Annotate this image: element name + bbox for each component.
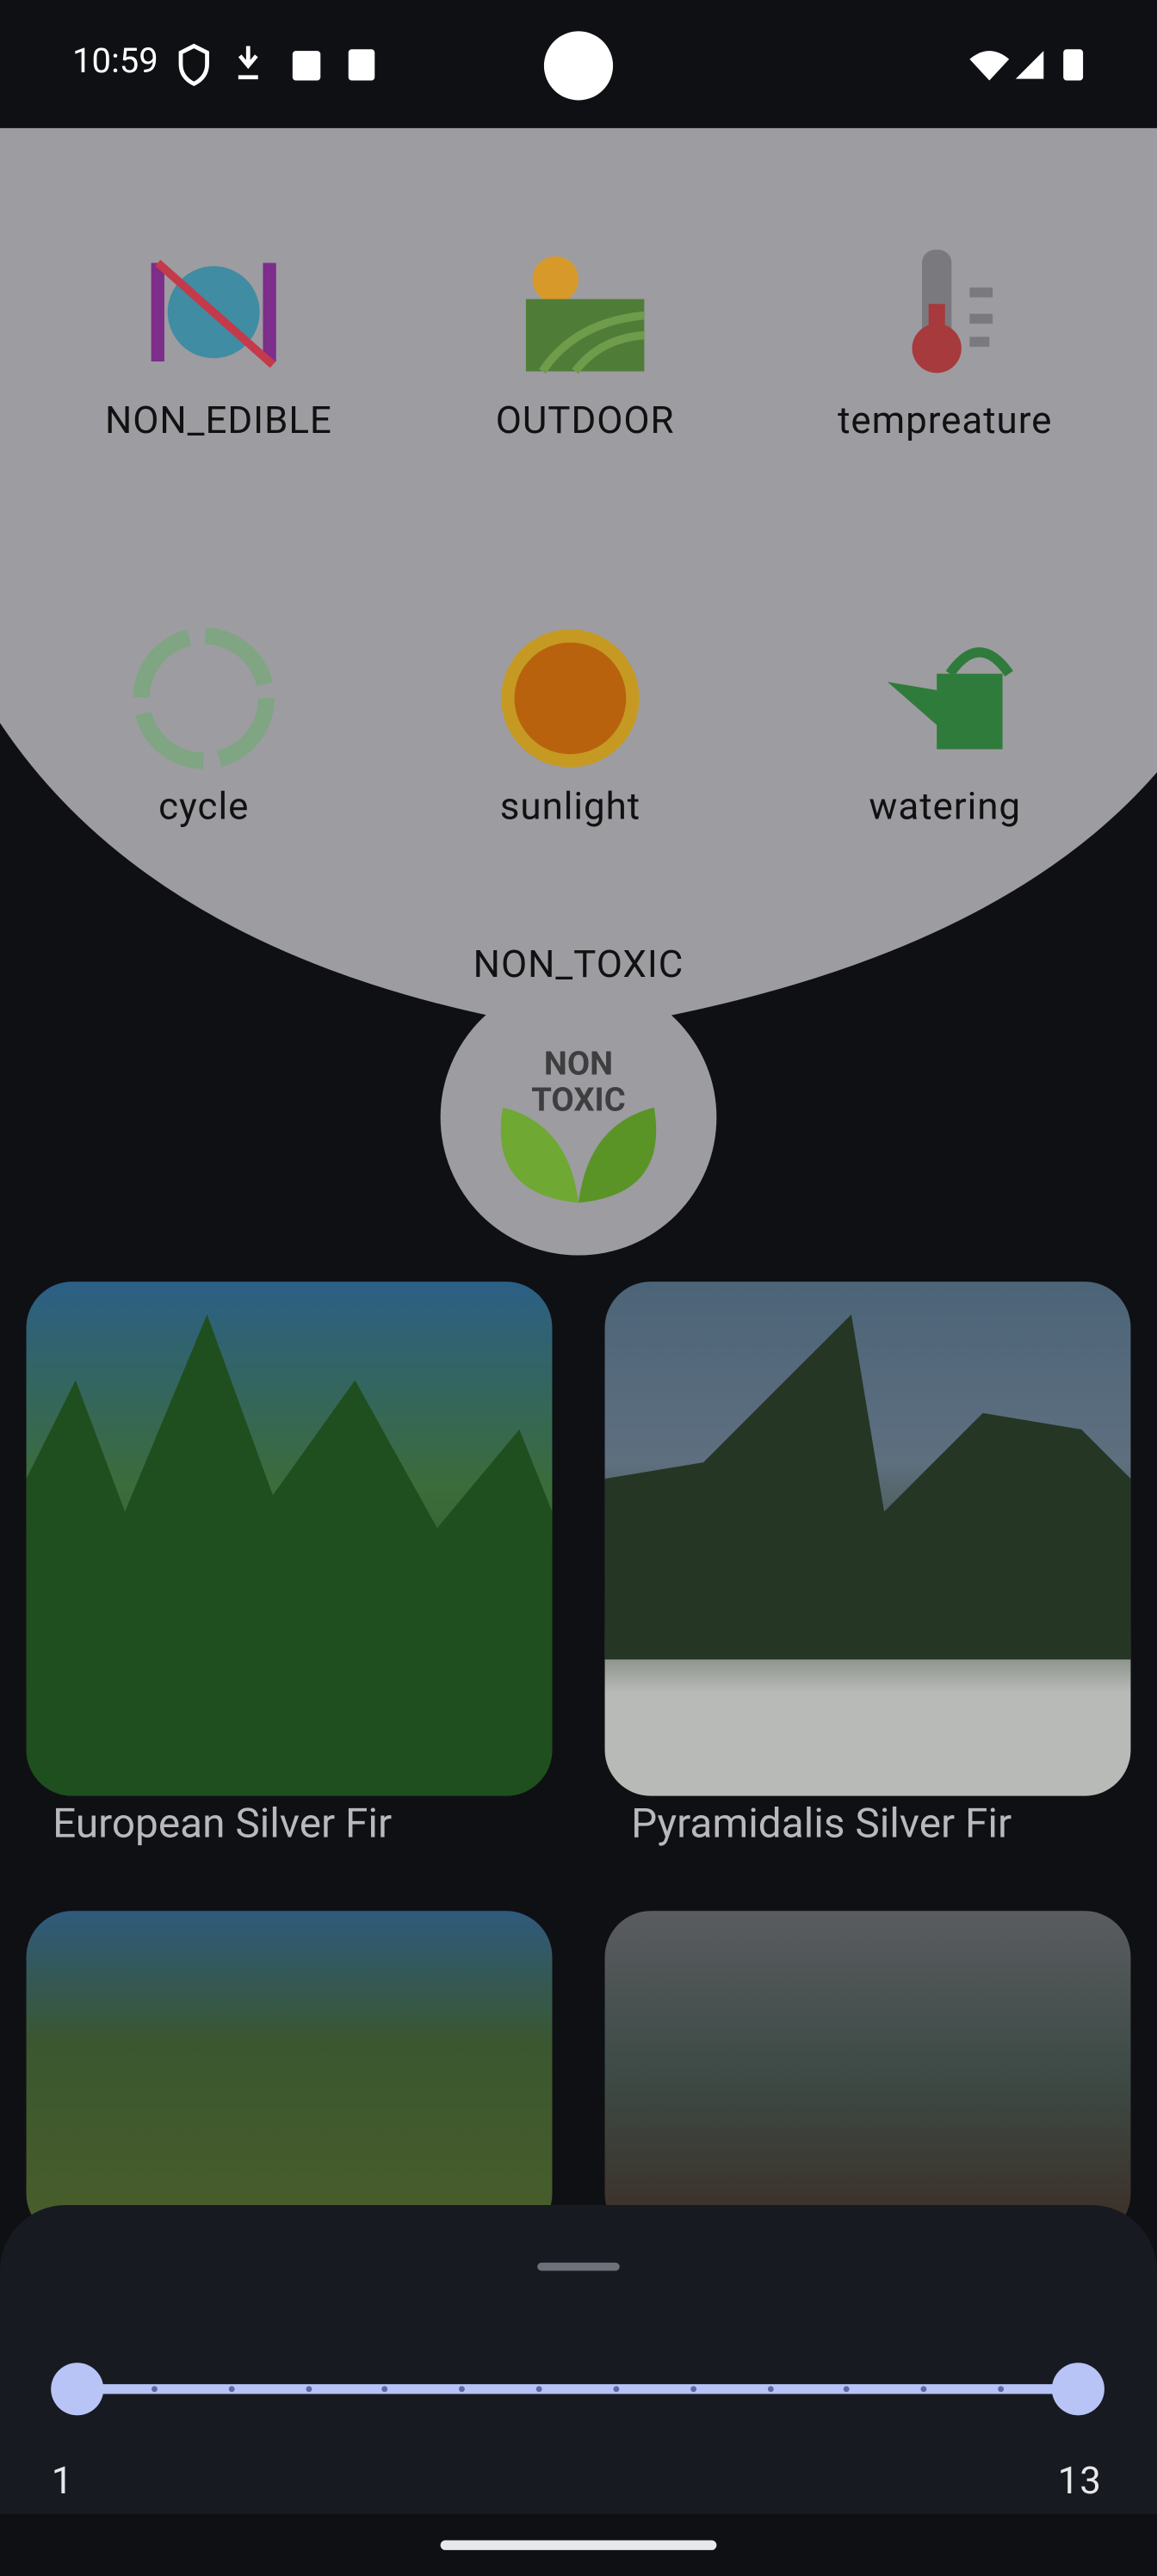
filter-label[interactable]: OUTDOOR: [495, 398, 675, 443]
range-slider: [0, 2262, 1157, 2576]
filter-panel: NON TOXIC: [0, 127, 1157, 1256]
svg-text:NON: NON: [544, 1046, 613, 1084]
filter-label[interactable]: sunlight: [499, 784, 641, 830]
filter-label[interactable]: tempreature: [838, 398, 1053, 443]
status-time: 10:59: [72, 42, 158, 83]
slider-thumb-max[interactable]: [1051, 2363, 1104, 2416]
slider-min-label: 1: [51, 2458, 74, 2504]
status-icons: [178, 31, 1084, 101]
plant-name: European Silver Fir: [53, 1801, 393, 1849]
plant-image: [604, 1314, 1131, 1660]
svg-text:TOXIC: TOXIC: [531, 1082, 625, 1120]
filter-label[interactable]: cycle: [158, 784, 250, 830]
slider-thumb-min[interactable]: [51, 2363, 104, 2416]
plant-image: [26, 1314, 553, 1796]
plant-card[interactable]: [26, 1911, 553, 2240]
plant-card[interactable]: [604, 1911, 1131, 2240]
plant-card[interactable]: [26, 1282, 553, 1796]
plant-name: Pyramidalis Silver Fir: [631, 1801, 1012, 1849]
selected-filter-label[interactable]: NON_TOXIC: [473, 942, 684, 987]
filter-label[interactable]: watering: [869, 784, 1022, 830]
filter-label[interactable]: NON_EDIBLE: [104, 398, 332, 443]
plant-card[interactable]: [604, 1282, 1131, 1796]
slider-max-label: 13: [1057, 2458, 1102, 2504]
